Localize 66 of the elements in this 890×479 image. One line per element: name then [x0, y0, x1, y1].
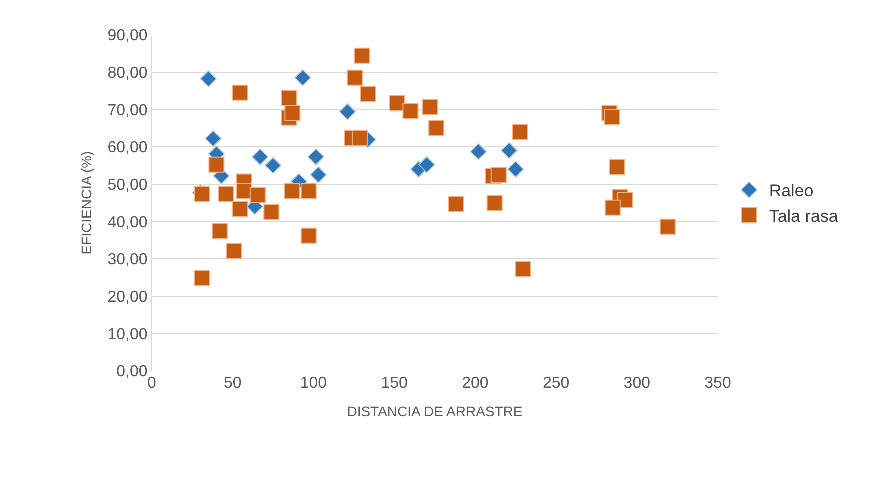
point: [501, 142, 518, 160]
x-tick-label: 300: [624, 375, 651, 392]
point: [339, 104, 356, 120]
x-tick-label: 350: [704, 375, 732, 392]
x-tick-label: 50: [224, 375, 242, 392]
point: [236, 183, 252, 200]
point: [346, 70, 363, 86]
point: [205, 130, 222, 148]
point: [308, 148, 324, 166]
point: [232, 200, 248, 217]
point: [232, 84, 248, 101]
point: [252, 148, 269, 166]
point: [389, 94, 405, 111]
y-axis-title: EFICIENCIA (%): [78, 151, 94, 255]
x-tick-label: 200: [462, 375, 489, 392]
point: [300, 228, 317, 244]
y-tick-label: 80,00: [108, 64, 148, 82]
point: [284, 183, 300, 200]
point: [294, 70, 312, 86]
legend-label: Raleo: [769, 182, 814, 201]
point: [422, 99, 438, 116]
y-tick-label: 40,00: [108, 214, 148, 232]
point: [604, 200, 621, 216]
point: [281, 90, 298, 106]
point: [360, 86, 376, 102]
point: [428, 120, 445, 136]
point: [354, 48, 370, 64]
y-tick-label: 90,00: [108, 28, 148, 45]
y-tick-label: 10,00: [108, 326, 148, 344]
y-tick-label: 20,00: [108, 288, 148, 306]
point: [604, 109, 620, 126]
point: [194, 270, 210, 286]
point: [284, 105, 301, 122]
point: [300, 183, 317, 200]
point: [264, 157, 282, 174]
point: [212, 223, 228, 240]
y-tick-label: 70,00: [108, 102, 148, 120]
point: [264, 204, 280, 220]
point: [310, 166, 327, 184]
x-axis-title: DISTANCIA DE ARRASTRE: [347, 403, 523, 420]
point: [200, 70, 217, 88]
point: [515, 261, 532, 278]
x-tick-label: 150: [381, 375, 408, 392]
x-tick-label: 250: [542, 375, 570, 392]
point: [508, 161, 524, 178]
point: [352, 130, 368, 146]
point: [208, 156, 225, 173]
point: [490, 167, 507, 183]
y-tick-label: 30,00: [108, 252, 148, 269]
point: [218, 186, 234, 202]
x-tick-label: 100: [300, 375, 328, 392]
point: [418, 156, 436, 174]
point: [660, 218, 676, 235]
point: [470, 144, 487, 160]
x-tick-label: 0: [148, 375, 157, 392]
legend-label: Tala rasa: [769, 206, 839, 226]
point: [512, 124, 528, 140]
point: [226, 243, 242, 260]
point: [486, 195, 503, 211]
point: [609, 159, 626, 176]
point: [402, 103, 419, 120]
point: [250, 187, 266, 204]
y-tick-label: 60,00: [108, 140, 148, 157]
point: [448, 196, 464, 212]
y-tick-label: 0,00: [116, 364, 148, 381]
y-tick-label: 50,00: [108, 176, 148, 194]
